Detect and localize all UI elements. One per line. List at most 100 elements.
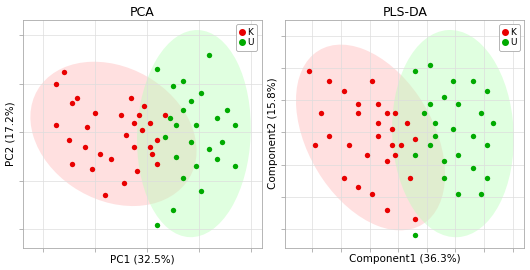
Point xyxy=(374,134,382,138)
Point xyxy=(426,143,434,147)
Ellipse shape xyxy=(296,45,445,230)
Point xyxy=(426,101,434,106)
Point xyxy=(388,143,396,147)
Point xyxy=(213,157,222,161)
Point xyxy=(171,123,180,127)
Point xyxy=(145,120,154,125)
Point xyxy=(65,137,73,142)
Point xyxy=(67,162,76,166)
Point xyxy=(477,111,485,115)
Point xyxy=(101,193,110,198)
Point xyxy=(161,135,170,139)
Point xyxy=(231,123,240,127)
Point xyxy=(197,91,206,96)
Point xyxy=(148,152,156,156)
Point xyxy=(316,111,325,115)
Ellipse shape xyxy=(137,30,251,237)
Point xyxy=(354,185,363,189)
Point xyxy=(52,123,60,127)
Point xyxy=(345,143,354,147)
Point xyxy=(192,123,200,127)
Point xyxy=(440,159,448,164)
Point xyxy=(431,121,440,125)
Ellipse shape xyxy=(392,30,514,237)
Point xyxy=(340,176,348,180)
Point xyxy=(454,153,463,157)
Point xyxy=(83,125,92,130)
Point xyxy=(391,153,400,157)
Point xyxy=(171,154,180,159)
Point xyxy=(179,108,188,113)
Point xyxy=(96,152,104,156)
Point xyxy=(73,96,81,100)
Point xyxy=(119,181,128,185)
Point xyxy=(231,164,240,168)
Point xyxy=(354,101,363,106)
Point xyxy=(431,134,440,138)
Point xyxy=(197,188,206,193)
Point xyxy=(205,147,214,151)
Point xyxy=(402,121,411,125)
Point xyxy=(130,120,138,125)
Point xyxy=(426,63,434,67)
Y-axis label: Component2 (15.8%): Component2 (15.8%) xyxy=(269,78,278,190)
Point xyxy=(127,96,136,100)
Point xyxy=(91,111,99,115)
Point xyxy=(411,69,420,73)
Point xyxy=(374,101,382,106)
Point xyxy=(411,153,420,157)
Point xyxy=(60,69,68,74)
Point xyxy=(52,82,60,86)
Point xyxy=(325,79,334,83)
Point xyxy=(448,127,457,131)
Point xyxy=(122,133,130,137)
Point xyxy=(179,79,188,83)
Point xyxy=(311,143,320,147)
Point xyxy=(411,137,420,141)
Point xyxy=(169,84,177,88)
Point xyxy=(469,166,477,170)
Point xyxy=(117,113,125,117)
Title: PCA: PCA xyxy=(130,6,154,19)
Point xyxy=(305,69,314,73)
Point xyxy=(354,111,363,115)
Point xyxy=(454,191,463,196)
Point xyxy=(483,176,491,180)
Point xyxy=(383,111,391,115)
Y-axis label: PC2 (17.2%): PC2 (17.2%) xyxy=(5,101,15,166)
Point xyxy=(192,164,200,168)
Point xyxy=(161,113,170,117)
Point xyxy=(489,121,497,125)
Point xyxy=(169,208,177,212)
Legend: K, U: K, U xyxy=(236,24,257,51)
Point xyxy=(140,103,148,108)
X-axis label: PC1 (32.5%): PC1 (32.5%) xyxy=(110,254,174,264)
Point xyxy=(166,116,174,120)
Point xyxy=(368,79,377,83)
Point xyxy=(153,222,162,227)
Point xyxy=(420,111,428,115)
Point xyxy=(205,52,214,57)
Point xyxy=(388,127,396,131)
Point xyxy=(411,217,420,222)
Point xyxy=(223,108,232,113)
Point xyxy=(138,128,146,132)
Point xyxy=(405,176,414,180)
Point xyxy=(153,162,162,166)
Point xyxy=(469,134,477,138)
Point xyxy=(187,99,196,103)
Point xyxy=(153,137,162,142)
Point xyxy=(135,113,144,117)
Point xyxy=(145,145,154,149)
Point xyxy=(107,157,115,161)
Point xyxy=(483,89,491,93)
Point xyxy=(132,169,141,173)
X-axis label: Component1 (36.3%): Component1 (36.3%) xyxy=(349,254,461,264)
Title: PLS-DA: PLS-DA xyxy=(383,6,427,19)
Point xyxy=(81,145,89,149)
Point xyxy=(397,143,405,147)
Point xyxy=(440,176,448,180)
Point xyxy=(454,101,463,106)
Point xyxy=(368,191,377,196)
Legend: K, U: K, U xyxy=(499,24,520,51)
